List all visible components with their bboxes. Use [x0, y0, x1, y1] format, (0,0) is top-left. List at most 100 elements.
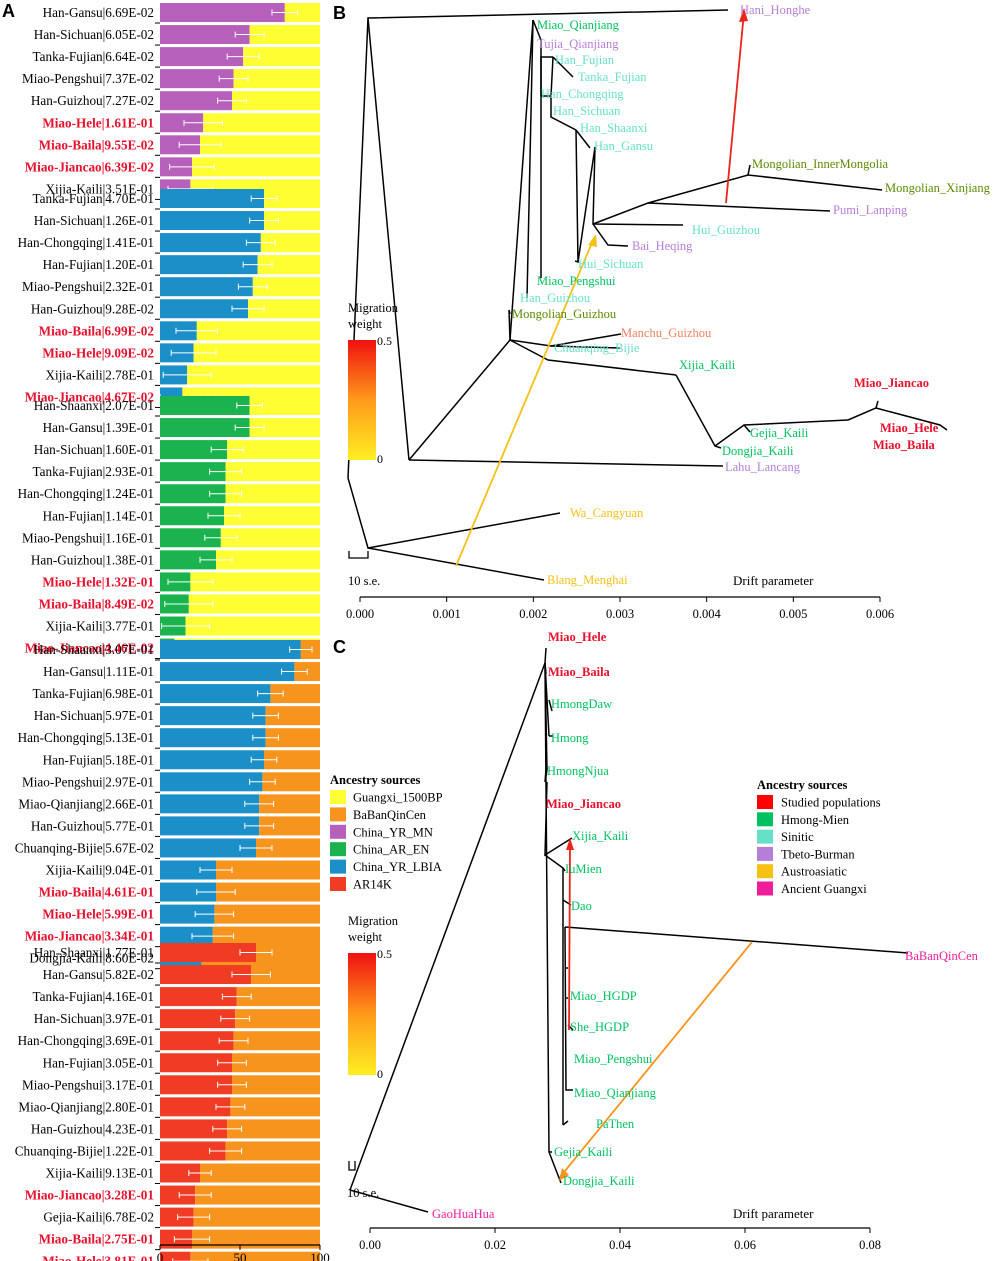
tip-label: Miao_Jiancao [546, 797, 621, 811]
bar-segment-left [160, 1185, 196, 1205]
bar-segment-right [232, 1075, 320, 1095]
tree-edge [540, 56, 553, 96]
tip-label: Bai_Heqing [632, 239, 693, 253]
tree-edge [574, 129, 579, 264]
row-label: Han-Shaanxi|1.77E-01 [34, 945, 154, 960]
row-label: Han-Sichuan|3.97E-01 [34, 1011, 154, 1026]
row-label: Miao-Baila|6.99E-02 [39, 323, 155, 338]
tree-edge [675, 374, 722, 449]
bar-segment-right [259, 794, 320, 814]
legend-label: AR14K [353, 878, 392, 892]
tree-edge [562, 867, 566, 872]
bar-segment-left [160, 484, 226, 504]
legend-title: Ancestry sources [330, 773, 421, 787]
bar-segment-right [265, 728, 320, 748]
panel-label-a: A [2, 1, 15, 21]
tree-edge [550, 96, 577, 131]
x-tick-label: 0.000 [346, 607, 374, 621]
bar-segment-left [160, 882, 216, 902]
bar-segment-right [235, 1009, 320, 1029]
tree-edge [575, 129, 591, 149]
x-tick-label: 0.005 [779, 607, 807, 621]
scale-bar [348, 1161, 356, 1171]
tip-label: Miao_Hele [880, 421, 939, 435]
bar-segment-right [262, 772, 320, 792]
tree-edge [526, 19, 534, 299]
bar-segment-right [224, 506, 320, 526]
legend-swatch [330, 842, 346, 857]
tip-label: Blang_Menghai [547, 573, 628, 587]
bar-segment-left [160, 838, 256, 858]
bar-segment-right [232, 1053, 320, 1073]
row-label: Xijia-Kaili|2.78E-01 [46, 367, 154, 382]
bar-segment-right [190, 572, 320, 592]
tip-label: Miao_Qianjiang [574, 1086, 657, 1100]
row-label: Han-Guizhou|9.28E-02 [31, 301, 154, 316]
x-tick-label: 100 [310, 1250, 330, 1261]
row-label: Han-Sichuan|5.97E-01 [34, 708, 154, 723]
tip-label: Han_Fujian [555, 53, 615, 67]
tip-label: Dongjia_Kaili [722, 444, 794, 458]
bar-segment-left [160, 1053, 232, 1073]
bar-segment-right [196, 321, 320, 341]
migration-legend-subtitle: weight [348, 930, 383, 944]
row-label: Han-Fujian|1.14E-01 [43, 508, 154, 523]
legend-swatch [757, 846, 773, 861]
tip-label: BaBanQinCen [905, 949, 979, 963]
bar-segment-left [160, 528, 221, 548]
bar-segment-right [284, 3, 320, 22]
tree-edge [647, 202, 831, 212]
row-label: Han-Guizhou|4.23E-01 [31, 1121, 154, 1136]
bar-segment-left [160, 440, 228, 460]
bar-segment-left [160, 943, 256, 962]
legend-swatch [330, 824, 346, 839]
migration-edge [455, 237, 595, 567]
tree-edge [743, 424, 751, 433]
migration-weight-gradient [348, 953, 376, 1075]
tip-label: GaoHuaHua [432, 1207, 495, 1221]
tip-label: Miao_Jiancao [854, 376, 929, 390]
tip-label: Chuanqing_Bijie [554, 341, 640, 355]
tree-edge [544, 781, 573, 857]
migration-legend-title: Migration [348, 301, 399, 315]
legend-label: Studied populations [781, 796, 881, 810]
tip-label: Miao_Baila [873, 438, 936, 452]
tree-edge [564, 926, 573, 1091]
bar-segment-left [160, 1097, 231, 1117]
bar-segment-right [195, 1185, 320, 1205]
x-tick-label: 0.004 [693, 607, 722, 621]
row-label: Miao-Pengshui|3.17E-01 [22, 1077, 154, 1092]
bar-segment-right [193, 343, 320, 363]
bar-segment-right [257, 255, 320, 275]
bar-segment-left [160, 299, 248, 319]
row-label: Miao-Jiancao|3.34E-01 [25, 929, 154, 944]
tip-label: Miao_Pengshui [574, 1052, 653, 1066]
bar-segment-right [214, 904, 320, 924]
x-tick-label: 0.001 [433, 607, 461, 621]
migration-weight-gradient [348, 340, 376, 460]
panel-c-legend: Ancestry sources Studied populations Hmong… [757, 778, 881, 896]
tip-label: Han_Gansu [594, 139, 654, 153]
tree-edge [544, 662, 548, 771]
tip-label: Miao_Pengshui [537, 274, 616, 288]
bar-segment-left [160, 904, 215, 924]
bar-segment-left [160, 987, 237, 1007]
bar-segment-left [160, 211, 264, 231]
row-label: Miao-Qianjiang|2.80E-01 [18, 1099, 154, 1114]
tip-label: Gejia_Kaili [750, 426, 809, 440]
bar-segment-right [259, 816, 320, 836]
tree-edge [550, 345, 621, 349]
tip-label: Xijia_Kaili [679, 358, 736, 372]
tip-label: PaThen [596, 1117, 635, 1131]
bar-segment-right [185, 616, 320, 636]
legend-label: Hmong-Mien [781, 813, 850, 827]
migration-legend-max: 0.5 [377, 334, 392, 348]
legend-label: Sinitic [781, 830, 814, 844]
tip-label: HmongNjua [547, 764, 609, 778]
legend-label: China_YR_MN [353, 825, 433, 839]
row-label: Miao-Jiancao|4.67E-02 [25, 389, 155, 404]
tip-label: Lahu_Lancang [725, 460, 801, 474]
bar-segment-right [264, 211, 320, 231]
x-tick-label: 0.02 [484, 1238, 506, 1252]
tip-label: Xijia_Kaili [572, 829, 629, 843]
